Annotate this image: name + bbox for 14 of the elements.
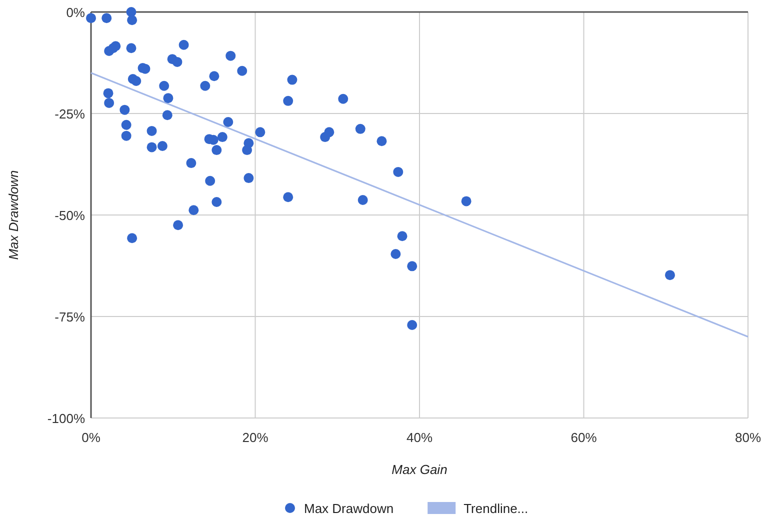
y-tick-label: -50% xyxy=(54,208,86,223)
x-tick-label: 60% xyxy=(570,430,598,445)
y-tick-label: -100% xyxy=(47,411,86,426)
x-axis-title: Max Gain xyxy=(392,462,448,477)
x-tick-label: 40% xyxy=(406,430,433,445)
legend-label: Trendline... xyxy=(464,501,528,516)
x-tick-label: 0% xyxy=(82,430,101,445)
x-tick-label: 80% xyxy=(734,430,762,445)
y-tick-label: -75% xyxy=(54,310,86,324)
y-tick-label: 0% xyxy=(66,5,86,20)
legend-label: Max Drawdown xyxy=(304,501,394,516)
y-tick-label: -25% xyxy=(54,106,86,122)
x-tick-label: 20% xyxy=(242,430,269,445)
y-axis-title: Max Drawdown xyxy=(6,170,21,260)
